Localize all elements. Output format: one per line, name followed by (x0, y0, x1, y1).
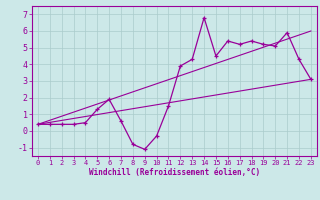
X-axis label: Windchill (Refroidissement éolien,°C): Windchill (Refroidissement éolien,°C) (89, 168, 260, 177)
